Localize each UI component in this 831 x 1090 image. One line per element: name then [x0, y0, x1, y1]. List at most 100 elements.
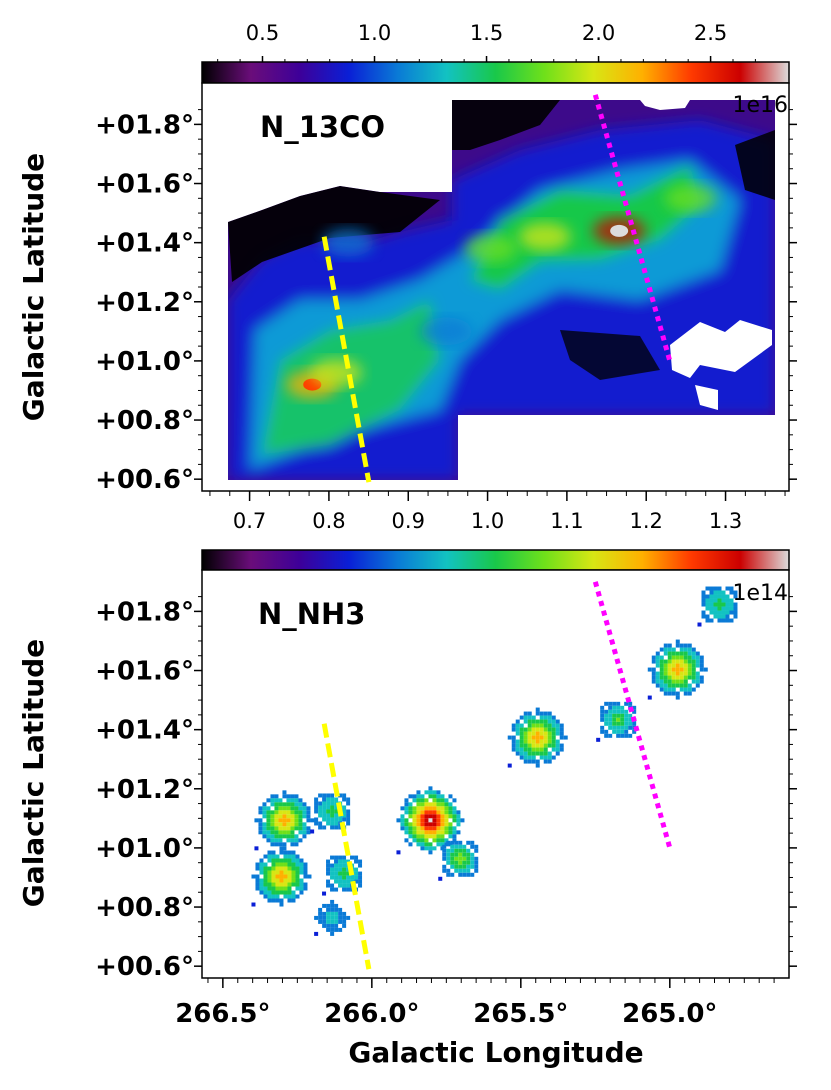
nh3-pixel — [456, 814, 461, 819]
nh3-pixel — [436, 806, 441, 811]
nh3-pixel — [282, 834, 287, 839]
nh3-pixel — [267, 874, 272, 879]
nh3-pixel — [263, 862, 268, 867]
nh3-pixel — [262, 834, 267, 839]
nh3-pixel — [291, 890, 296, 895]
top-x-tick-label: 0.8 — [312, 509, 345, 533]
nh3-pixel — [604, 733, 609, 738]
nh3-pixel — [287, 878, 292, 883]
nh3-pixel — [458, 872, 463, 877]
nh3-pixel — [318, 911, 323, 916]
nh3-pixel — [436, 822, 441, 827]
nh3-pixel — [699, 659, 704, 664]
bottom-colorbar-gradient — [201, 549, 790, 571]
nh3-pixel — [432, 822, 437, 827]
nh3-pixel — [729, 618, 734, 623]
nh3-pixel — [432, 806, 437, 811]
nh3-pixel — [274, 822, 279, 827]
nh3-pixel — [306, 818, 311, 823]
nh3-pixel — [515, 727, 520, 732]
nh3-pixel — [420, 846, 425, 851]
nh3-pixel — [290, 814, 295, 819]
nh3-pixel — [346, 859, 351, 864]
top-y-axis-title: Galactic Latitude — [17, 153, 50, 421]
nh3-pixel — [543, 731, 548, 736]
colorbar-tick-label: 1.5 — [470, 21, 503, 45]
nh3-pixel — [725, 606, 730, 611]
nh3-pixel — [342, 797, 347, 802]
nh3-pixel — [462, 848, 467, 853]
nh3-pixel — [683, 643, 688, 648]
nh3-pixel — [298, 806, 303, 811]
nh3-pixel — [671, 671, 676, 676]
nh3-pixel — [458, 852, 463, 857]
nh3-pixel — [424, 798, 429, 803]
top-panel-label: N_13CO — [260, 110, 385, 144]
nh3-pixel — [314, 797, 319, 802]
nh3-pixel — [547, 731, 552, 736]
nh3-pixel — [279, 866, 284, 871]
nh3-pixel — [458, 860, 463, 865]
nh3-pixel — [691, 671, 696, 676]
nh3-pixel — [266, 814, 271, 819]
nh3-pixel — [531, 731, 536, 736]
nh3-pixel — [322, 793, 327, 798]
nh3-pixel — [259, 882, 264, 887]
nh3-pixel — [428, 850, 433, 855]
nh3-pixel — [322, 813, 327, 818]
colorbar-tick-label: 2.5 — [694, 21, 727, 45]
nh3-pixel — [539, 743, 544, 748]
nh3-pixel — [551, 715, 556, 720]
nh3-pixel — [299, 890, 304, 895]
nh3-pixel — [683, 655, 688, 660]
nh3-pixel — [651, 667, 656, 672]
nh3-pixel — [330, 931, 335, 936]
nh3-pixel — [278, 802, 283, 807]
nh3-pixel — [318, 907, 323, 912]
nh3-pixel — [454, 868, 459, 873]
y-tick-label: +00.6° — [95, 465, 194, 495]
nh3-pixel — [543, 743, 548, 748]
nh3-pixel — [358, 883, 363, 888]
nh3-pixel — [287, 866, 292, 871]
nh3-pixel — [318, 805, 323, 810]
nh3-pixel — [604, 713, 609, 718]
nh3-pixel — [271, 890, 276, 895]
nh3-pixel — [624, 709, 629, 714]
nh3-pixel — [543, 739, 548, 744]
nh3-pixel — [342, 859, 347, 864]
nh3-pixel — [651, 659, 656, 664]
nh3-pixel — [338, 793, 343, 798]
nh3-pixel — [263, 890, 268, 895]
nh3-pixel — [303, 882, 308, 887]
nh3-pixel — [448, 826, 453, 831]
nh3-pixel — [671, 647, 676, 652]
nh3-pixel — [687, 651, 692, 656]
nh3-pixel — [543, 751, 548, 756]
nh3-pixel — [346, 797, 351, 802]
nh3-pixel — [515, 723, 520, 728]
nh3-pixel — [428, 814, 433, 819]
nh3-pixel — [287, 894, 292, 899]
nh3-pixel — [551, 723, 556, 728]
nh3-pixel — [515, 743, 520, 748]
nh3-pixel — [531, 739, 536, 744]
nh3-pixel — [291, 858, 296, 863]
nh3-pixel — [687, 683, 692, 688]
nh3-pixel — [604, 729, 609, 734]
nh3-pixel — [616, 721, 621, 726]
nh3-pixel — [326, 867, 331, 872]
nh3-pixel — [274, 810, 279, 815]
nh3-pixel — [519, 731, 524, 736]
nh3-pixel — [462, 856, 467, 861]
nh3-pixel — [436, 834, 441, 839]
nh3-pixel — [596, 737, 601, 742]
nh3-pixel — [278, 834, 283, 839]
nh3-pixel — [559, 735, 564, 740]
nh3-pixel — [675, 675, 680, 680]
nh3-pixel — [275, 894, 280, 899]
nh3-pixel — [659, 687, 664, 692]
nh3-pixel — [474, 860, 479, 865]
nh3-pixel — [454, 860, 459, 865]
nh3-pixel — [515, 719, 520, 724]
